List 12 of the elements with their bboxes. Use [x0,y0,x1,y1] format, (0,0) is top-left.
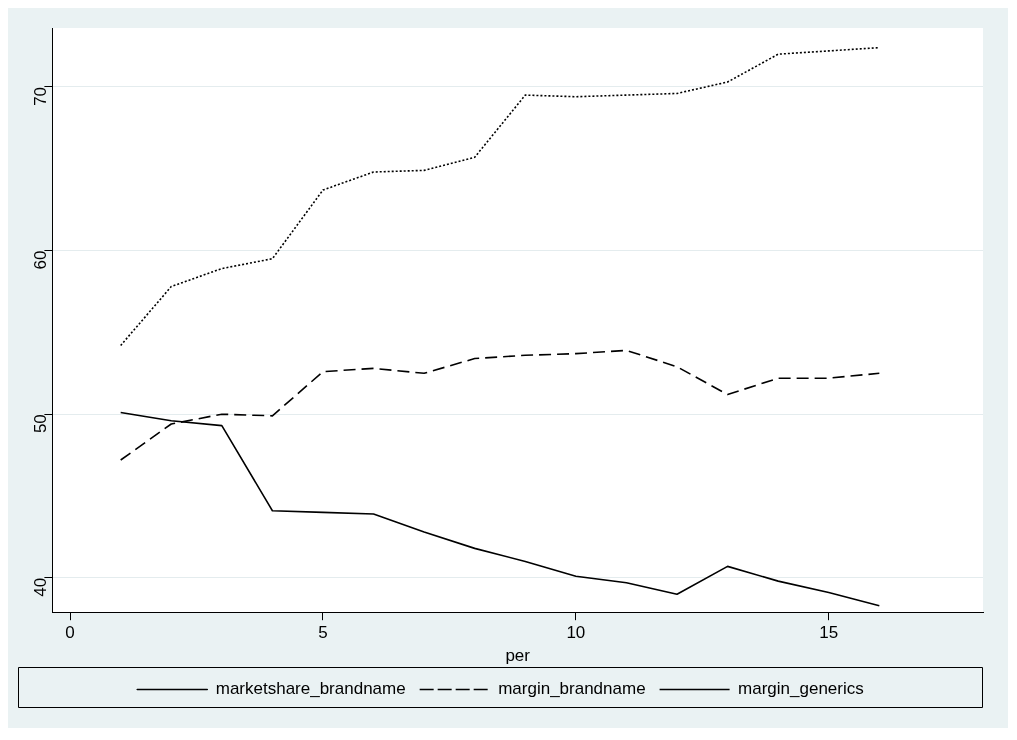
legend-label: margin_generics [738,679,864,699]
legend-label: marketshare_brandname [215,679,406,699]
x-axis-title: per [505,646,531,666]
x-tick-label: 0 [65,623,75,643]
y-tick-label: 60 [31,250,51,270]
legend-label: margin_brandname [498,679,646,699]
y-tick-label: 40 [31,577,51,597]
y-tick-label: 70 [31,86,51,106]
x-tick-label: 5 [318,623,328,643]
x-tick-label: 15 [819,623,839,643]
y-tick-label: 50 [31,414,51,434]
x-tick-label: 10 [566,623,586,643]
